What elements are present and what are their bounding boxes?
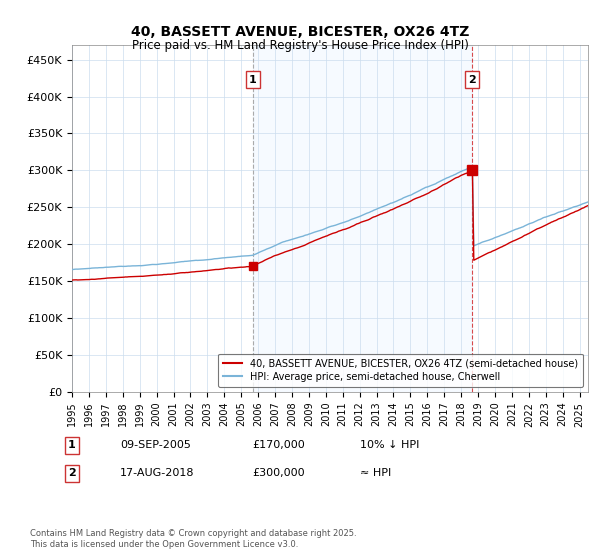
Text: ≈ HPI: ≈ HPI xyxy=(360,468,391,478)
Text: 09-SEP-2005: 09-SEP-2005 xyxy=(120,440,191,450)
Text: 10% ↓ HPI: 10% ↓ HPI xyxy=(360,440,419,450)
Text: £170,000: £170,000 xyxy=(252,440,305,450)
Text: 2: 2 xyxy=(68,468,76,478)
Bar xyxy=(253,45,472,392)
Text: Contains HM Land Registry data © Crown copyright and database right 2025.
This d: Contains HM Land Registry data © Crown c… xyxy=(30,529,356,549)
Legend: 40, BASSETT AVENUE, BICESTER, OX26 4TZ (semi-detached house), HPI: Average price: 40, BASSETT AVENUE, BICESTER, OX26 4TZ (… xyxy=(218,353,583,387)
Text: 1: 1 xyxy=(68,440,76,450)
Text: Price paid vs. HM Land Registry's House Price Index (HPI): Price paid vs. HM Land Registry's House … xyxy=(131,39,469,52)
Text: 17-AUG-2018: 17-AUG-2018 xyxy=(120,468,194,478)
Text: 1: 1 xyxy=(249,74,257,85)
Text: £300,000: £300,000 xyxy=(252,468,305,478)
Text: 40, BASSETT AVENUE, BICESTER, OX26 4TZ: 40, BASSETT AVENUE, BICESTER, OX26 4TZ xyxy=(131,25,469,39)
Text: 2: 2 xyxy=(468,74,476,85)
